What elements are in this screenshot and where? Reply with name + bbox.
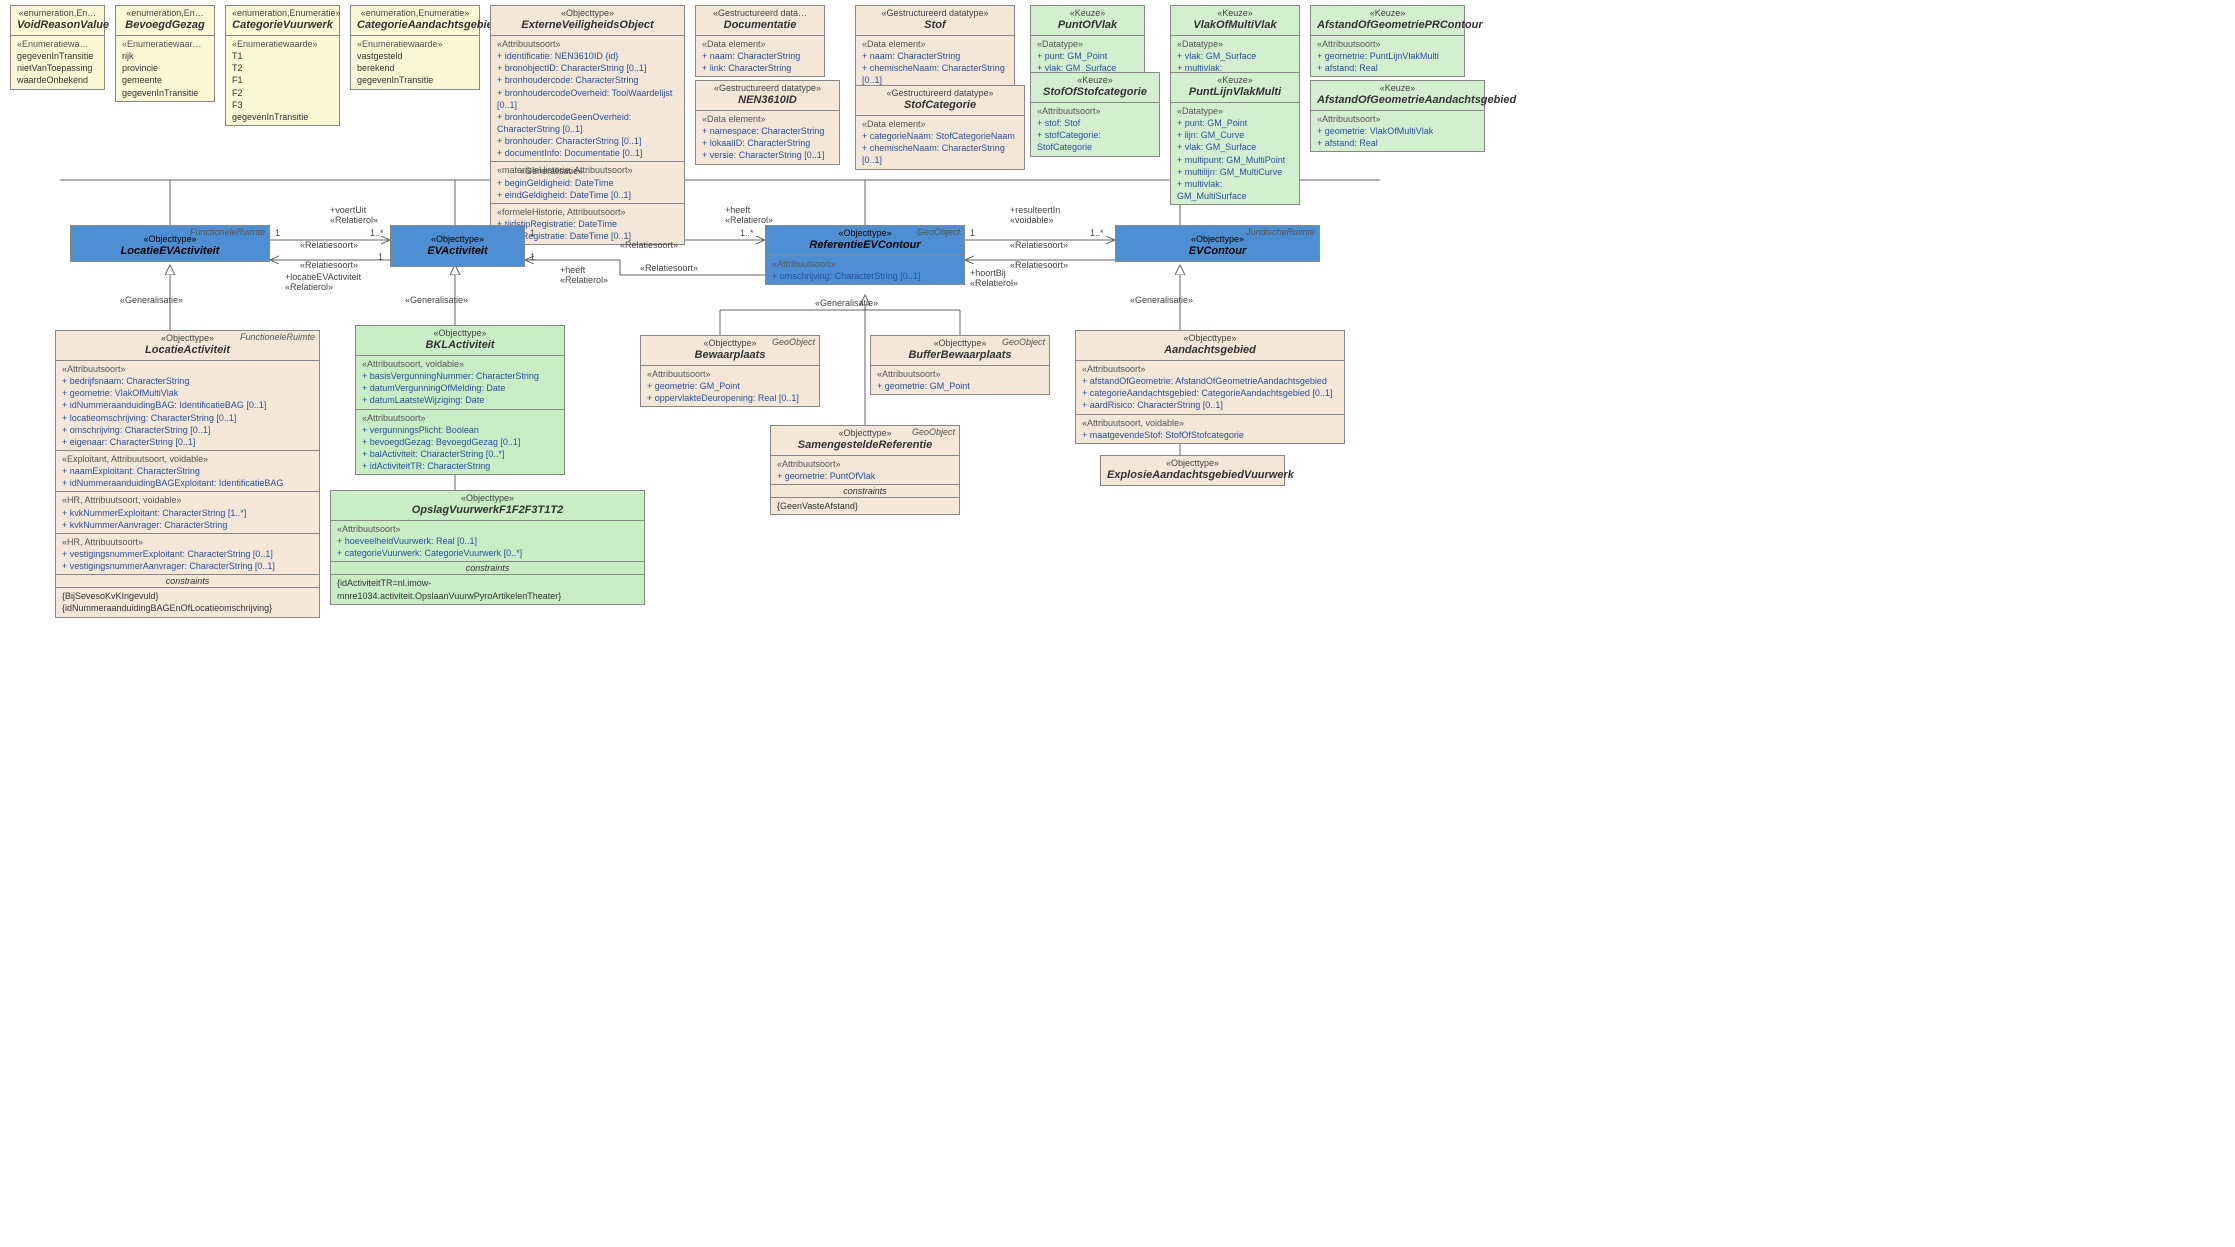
datatype-nen3610id: «Gestructureerd datatype» NEN3610ID «Dat… <box>695 80 840 165</box>
class-evactiviteit: «Objecttype» EVActiviteit <box>390 225 525 267</box>
enum-categorieaandacht: «enumeration,Enumeratie» CategorieAandac… <box>350 5 480 90</box>
class-bufferbewaarplaats: GeoObject «Objecttype» BufferBewaarplaat… <box>870 335 1050 395</box>
keuze-afstandpr: «Keuze» AfstandOfGeometriePRContour «Att… <box>1310 5 1465 77</box>
class-samengesteldereferentie: GeoObject «Objecttype» SamengesteldeRefe… <box>770 425 960 515</box>
enum-voidreason: «enumeration,En… VoidReasonValue «Enumer… <box>10 5 105 90</box>
class-locatieactiviteit: FunctioneleRuimte «Objecttype» LocatieAc… <box>55 330 320 618</box>
class-locatieevactiviteit: FunctioneleRuimte «Objecttype» LocatieEV… <box>70 225 270 262</box>
class-bklactiviteit: «Objecttype» BKLActiviteit «Attribuutsoo… <box>355 325 565 475</box>
class-referentieevcontour: GeoObject «Objecttype» ReferentieEVConto… <box>765 225 965 285</box>
class-evcontour: JuridischeRuimte «Objecttype» EVContour <box>1115 225 1320 262</box>
keuze-puntlijnvlakmulti: «Keuze» PuntLijnVlakMulti «Datatype» pun… <box>1170 72 1300 205</box>
class-bewaarplaats: GeoObject «Objecttype» Bewaarplaats «Att… <box>640 335 820 407</box>
datatype-stofcategorie: «Gestructureerd datatype» StofCategorie … <box>855 85 1025 170</box>
datatype-documentatie: «Gestructureerd data… Documentatie «Data… <box>695 5 825 77</box>
keuze-stofofstof: «Keuze» StofOfStofcategorie «Attribuutso… <box>1030 72 1160 157</box>
keuze-puntofvlak: «Keuze» PuntOfVlak «Datatype» punt: GM_P… <box>1030 5 1145 77</box>
keuze-afstandaandacht: «Keuze» AfstandOfGeometrieAandachtsgebie… <box>1310 80 1485 152</box>
class-externeveiligheid: «Objecttype» ExterneVeiligheidsObject «A… <box>490 5 685 245</box>
class-opslagvuurwerk: «Objecttype» OpslagVuurwerkF1F2F3T1T2 «A… <box>330 490 645 605</box>
enum-bevoegdgezag: «enumeration,En… BevoegdGezag «Enumerati… <box>115 5 215 102</box>
enum-categorievuurwerk: «enumeration,Enumeratie» CategorieVuurwe… <box>225 5 340 126</box>
class-explosieaandacht: «Objecttype» ExplosieAandachtsgebiedVuur… <box>1100 455 1285 486</box>
class-aandachtsgebied: «Objecttype» Aandachtsgebied «Attribuuts… <box>1075 330 1345 444</box>
lbl-generalisatie-top: «Generalisatie» <box>520 166 583 176</box>
